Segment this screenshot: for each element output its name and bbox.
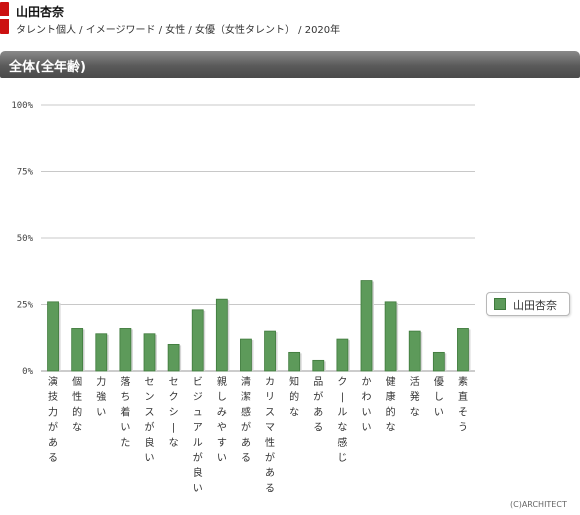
bar [457,328,469,372]
header-red-marker [0,2,9,34]
bar [312,359,325,372]
bar [288,351,301,372]
x-category-label: 優しい [434,375,444,418]
x-category-label: 親しみやすい [217,375,227,464]
y-tick-label: 75% [17,168,34,178]
y-tick-label: 0% [22,367,33,377]
bar [47,301,59,372]
bar [71,328,84,372]
bar [191,309,204,372]
legend-label: 山田杏奈 [513,299,557,312]
section-title: 全体(全年齢) [9,60,86,75]
page-header: 山田杏奈 タレント個人 / イメージワード / 女性 / 女優（女性タレント） … [0,0,580,40]
x-category-label: 健康的な [386,376,396,434]
x-category-label: 品がある [313,376,323,434]
bar [167,343,180,372]
copyright-notice: (C)ARCHITECT [510,500,567,509]
x-category-label: 素直そう [458,375,468,434]
talent-name: 山田杏奈 [16,5,65,19]
bar [384,301,397,372]
bar [408,330,421,372]
bar-chart: 0% 25% 50% 75% 100% 演技力がある 個性的な 力強い 落ち着いた センスが良い セ… [11,101,475,494]
x-category-label: 個性的な [72,375,82,434]
x-category-label: センスが良い [145,376,155,464]
bar [264,330,276,372]
x-category-label: 演技力がある [48,375,58,464]
y-tick-label: 50% [17,234,34,244]
x-category-label: 落ち着いた [120,376,130,449]
x-category-label: 知的な [289,375,299,418]
bar [432,351,445,372]
bar [143,333,156,372]
y-tick-label: 100% [11,101,33,111]
x-category-label: 力強い [96,375,106,418]
chart-legend: 山田杏奈 [486,292,570,316]
x-category-label: ビジュアルが良い [193,376,203,494]
x-category-label: カリスマ性がある [265,376,275,494]
y-tick-label: 25% [17,301,34,311]
section-header-bar: 全体(全年齢) [0,51,580,78]
x-category-label: 清潔感がある [241,375,251,464]
breadcrumb: タレント個人 / イメージワード / 女性 / 女優（女性タレント） / 202… [16,25,341,36]
bar [95,333,108,372]
x-category-label: ク|ルな感じ [337,376,347,464]
bar [240,338,252,372]
x-category-label: セクシ|な [169,376,179,449]
bar [336,338,349,372]
bar [119,328,132,372]
legend-swatch [494,298,506,310]
x-category-label: かわいい [362,376,372,434]
bar [215,298,228,372]
x-category-label: 活発な [410,376,420,418]
bar [360,280,373,372]
